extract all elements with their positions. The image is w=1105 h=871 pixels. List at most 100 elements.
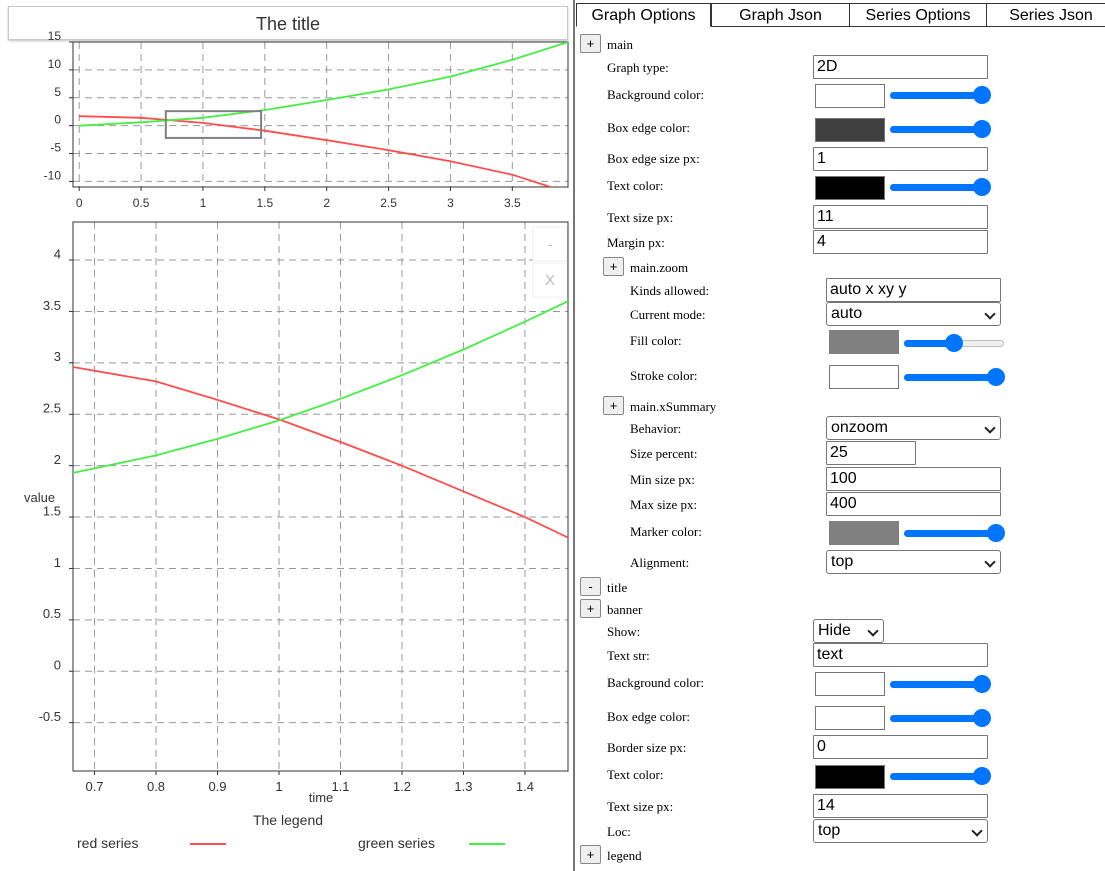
size-percent-input[interactable]: 25 xyxy=(826,441,916,465)
x-axis-label: time xyxy=(309,790,334,805)
zoom-close-button[interactable]: X xyxy=(545,272,555,289)
legend-title: The legend xyxy=(253,812,323,828)
banner-text-size-label: Text size px: xyxy=(607,799,674,814)
banner-text-alpha-slider[interactable] xyxy=(890,767,991,785)
xsummary-expand-button[interactable]: + xyxy=(603,396,624,415)
banner-expand-button[interactable]: + xyxy=(580,599,601,618)
main-section-label: main xyxy=(607,37,633,52)
chart-pane: The title 0 0.5 1 1.5 2 2.5 3 3.5 -10 -5 0 5 10 15 0.… xyxy=(0,0,572,851)
summary-x-tick-label: 2.5 xyxy=(380,196,397,210)
bg-color-swatch[interactable] xyxy=(815,84,885,108)
behavior-label: Behavior: xyxy=(630,421,682,436)
summary-x-tick-label: 0.5 xyxy=(133,196,150,210)
pane-divider[interactable] xyxy=(573,0,575,871)
chevron-down-icon xyxy=(971,825,983,837)
main-y-tick-label: 2.5 xyxy=(43,401,61,416)
y-axis-label: value xyxy=(24,490,55,505)
current-mode-select[interactable]: auto xyxy=(826,302,1001,326)
main-y-tick-label: 0.5 xyxy=(43,606,61,621)
max-size-input[interactable]: 400 xyxy=(826,492,1001,516)
chevron-down-icon xyxy=(984,422,996,434)
summary-y-tick-label: -5 xyxy=(50,141,61,155)
zoom-marker-box[interactable] xyxy=(164,110,263,139)
zoom-minus-button[interactable]: - xyxy=(548,236,553,252)
banner-text-color-swatch[interactable] xyxy=(815,765,885,789)
summary-y-tick-label: 5 xyxy=(54,85,61,99)
summary-chart[interactable]: 0 0.5 1 1.5 2 2.5 3 3.5 -10 -5 0 5 10 15 xyxy=(0,0,572,215)
tab-graph-options[interactable]: Graph Options xyxy=(576,3,711,27)
border-size-input[interactable]: 0 xyxy=(813,735,988,759)
tab-bar: Graph Options Graph Json Series Options … xyxy=(576,3,1105,28)
main-y-tick-label: 3 xyxy=(54,349,61,364)
summary-y-tick-label: 0 xyxy=(54,113,61,127)
legend-section-label: legend xyxy=(607,848,642,863)
zoom-expand-button[interactable]: + xyxy=(603,257,624,276)
graph-type-input[interactable]: 2D xyxy=(813,55,988,79)
show-select[interactable]: Hide xyxy=(813,619,884,643)
text-str-label: Text str: xyxy=(607,648,650,663)
text-str-input[interactable]: text xyxy=(813,643,988,667)
text-color-swatch[interactable] xyxy=(815,176,885,200)
tab-series-json[interactable]: Series Json xyxy=(986,3,1105,27)
box-edge-size-input[interactable]: 1 xyxy=(813,147,988,171)
summary-y-tick-label: 15 xyxy=(48,29,62,43)
min-size-input[interactable]: 100 xyxy=(826,467,1001,491)
main-y-tick-label: -0.5 xyxy=(39,709,61,724)
banner-text-color-label: Text color: xyxy=(607,767,664,782)
behavior-select[interactable]: onzoom xyxy=(826,416,1001,440)
box-edge-alpha-slider[interactable] xyxy=(890,120,991,138)
legend-item-red-label: red series xyxy=(77,835,139,851)
marker-color-alpha-slider[interactable] xyxy=(904,524,1005,542)
text-size-input[interactable]: 11 xyxy=(813,205,988,229)
current-mode-label: Current mode: xyxy=(630,307,706,322)
legend-expand-button[interactable]: + xyxy=(580,845,601,864)
tab-series-options[interactable]: Series Options xyxy=(849,3,987,27)
border-size-label: Border size px: xyxy=(607,740,687,755)
bg-color-alpha-slider[interactable] xyxy=(890,86,991,104)
main-x-tick-label: 1.4 xyxy=(516,779,534,794)
fill-color-alpha-slider[interactable] xyxy=(904,334,1004,352)
banner-bg-alpha-slider[interactable] xyxy=(890,675,991,693)
zoom-section-label: main.zoom xyxy=(630,260,689,275)
kinds-allowed-input[interactable]: auto x xy y xyxy=(826,278,1001,302)
alignment-select[interactable]: top xyxy=(826,550,1001,574)
show-value: Hide xyxy=(818,622,851,639)
xsummary-section-label: main.xSummary xyxy=(630,399,717,414)
graph-type-label: Graph type: xyxy=(607,60,669,75)
title-section-label: title xyxy=(607,580,628,595)
main-x-tick-label: 1.3 xyxy=(454,779,472,794)
summary-series-line-green xyxy=(79,42,568,127)
main-x-tick-label: 0.7 xyxy=(85,779,103,794)
title-collapse-button[interactable]: - xyxy=(580,577,601,596)
marker-color-swatch[interactable] xyxy=(829,521,899,545)
legend-item-green-swatch xyxy=(469,843,505,845)
main-x-tick-label: 1.1 xyxy=(331,779,349,794)
main-y-tick-label: 2 xyxy=(54,452,61,467)
chevron-down-icon xyxy=(867,625,879,637)
summary-x-tick-label: 2 xyxy=(323,196,330,210)
min-size-label: Min size px: xyxy=(630,472,695,487)
tab-graph-json[interactable]: Graph Json xyxy=(711,3,850,27)
banner-bg-color-swatch[interactable] xyxy=(815,672,885,696)
alignment-value: top xyxy=(831,553,854,570)
main-x-tick-label: 0.9 xyxy=(208,779,226,794)
banner-edge-alpha-slider[interactable] xyxy=(890,709,991,727)
box-edge-color-swatch[interactable] xyxy=(815,118,885,142)
text-color-alpha-slider[interactable] xyxy=(890,178,991,196)
chart-title: The title xyxy=(8,6,568,40)
stroke-color-alpha-slider[interactable] xyxy=(904,368,1005,386)
banner-edge-color-label: Box edge color: xyxy=(607,709,691,724)
show-label: Show: xyxy=(607,624,641,639)
main-chart[interactable]: 0.7 0.8 0.9 1 1.1 1.2 1.3 1.4-0.500.511.522.533… xyxy=(0,0,572,830)
text-size-label: Text size px: xyxy=(607,210,674,225)
stroke-color-swatch[interactable] xyxy=(829,365,899,389)
legend-item-green-label: green series xyxy=(358,835,436,851)
main-x-tick-label: 0.8 xyxy=(147,779,165,794)
main-expand-button[interactable]: + xyxy=(580,34,601,53)
margin-input[interactable]: 4 xyxy=(813,230,988,254)
banner-text-size-input[interactable]: 14 xyxy=(813,794,988,818)
loc-select[interactable]: top xyxy=(813,819,988,843)
banner-edge-color-swatch[interactable] xyxy=(815,706,885,730)
fill-color-swatch[interactable] xyxy=(829,330,899,354)
fill-color-label: Fill color: xyxy=(630,333,682,348)
